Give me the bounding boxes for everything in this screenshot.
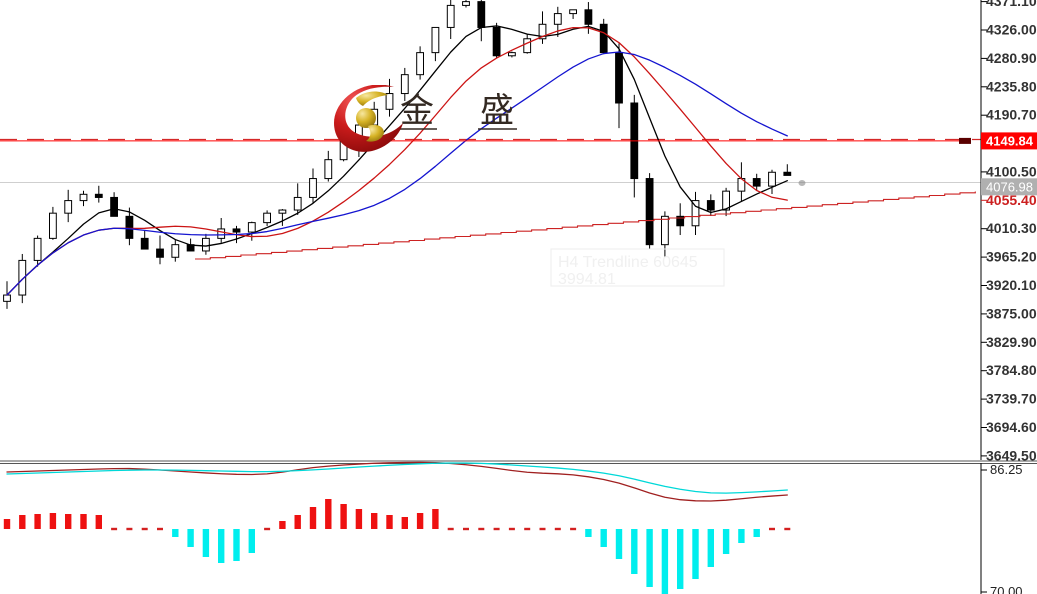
svg-text:3739.70: 3739.70 <box>986 391 1037 407</box>
svg-text:3994.81: 3994.81 <box>558 271 616 288</box>
svg-text:4235.80: 4235.80 <box>986 78 1037 94</box>
svg-text:4280.90: 4280.90 <box>986 50 1037 66</box>
svg-text:4190.70: 4190.70 <box>986 107 1037 123</box>
svg-text:3965.20: 3965.20 <box>986 249 1037 265</box>
svg-text:3829.90: 3829.90 <box>986 334 1037 350</box>
svg-text:盛: 盛 <box>480 92 514 130</box>
svg-text:3694.60: 3694.60 <box>986 419 1037 435</box>
svg-text:H4 Trendline 60645: H4 Trendline 60645 <box>558 254 698 271</box>
svg-text:4149.84: 4149.84 <box>986 133 1034 148</box>
svg-text:4371.10: 4371.10 <box>986 0 1037 9</box>
svg-text:3649.50: 3649.50 <box>986 447 1037 463</box>
svg-text:4055.40: 4055.40 <box>986 192 1037 208</box>
svg-text:4100.50: 4100.50 <box>986 163 1037 179</box>
svg-text:4010.30: 4010.30 <box>986 220 1037 236</box>
svg-text:3920.10: 3920.10 <box>986 277 1037 293</box>
svg-text:4326.00: 4326.00 <box>986 22 1037 38</box>
svg-text:70.00: 70.00 <box>990 584 1023 594</box>
svg-text:3875.00: 3875.00 <box>986 305 1037 321</box>
svg-text:86.25: 86.25 <box>990 462 1023 477</box>
svg-text:3784.80: 3784.80 <box>986 362 1037 378</box>
